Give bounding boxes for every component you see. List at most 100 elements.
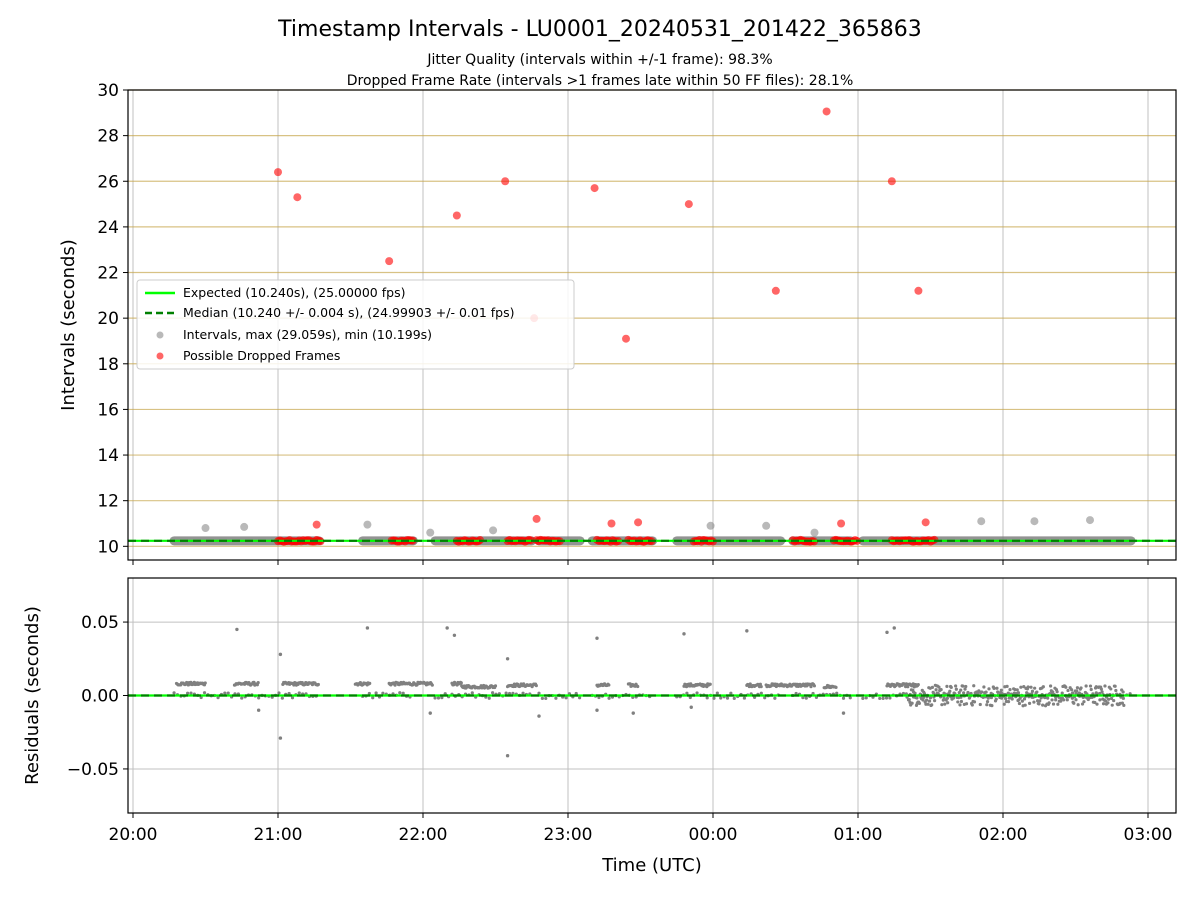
residual-point bbox=[841, 696, 846, 700]
residual-point bbox=[759, 685, 763, 689]
residual-point bbox=[564, 696, 568, 700]
residual-point bbox=[1018, 696, 1022, 700]
residual-point bbox=[521, 691, 525, 695]
residual-point bbox=[1065, 698, 1069, 702]
residual-point bbox=[1033, 686, 1037, 690]
residual-point bbox=[1071, 691, 1075, 695]
residual-point bbox=[367, 691, 371, 696]
residual-point bbox=[864, 696, 868, 700]
residual-point bbox=[278, 736, 283, 740]
dropped-frame-point bbox=[452, 211, 461, 220]
residual-point bbox=[256, 708, 261, 712]
residual-point bbox=[1093, 700, 1097, 705]
residual-point bbox=[1112, 698, 1116, 703]
interval-point bbox=[706, 521, 715, 530]
residual-point bbox=[1039, 696, 1043, 700]
residual-point bbox=[1077, 691, 1081, 696]
dropped-frame-point bbox=[887, 177, 896, 186]
residual-point bbox=[1041, 685, 1045, 689]
dropped-frame-point bbox=[590, 184, 599, 193]
residual-point bbox=[1008, 688, 1012, 692]
residual-point bbox=[470, 691, 474, 695]
interval-point bbox=[201, 524, 210, 533]
residual-point bbox=[948, 689, 952, 693]
residual-point bbox=[202, 691, 207, 695]
residual-point bbox=[368, 681, 372, 685]
residual-point bbox=[1064, 685, 1068, 689]
chart-legend: Expected (10.240s), (25.00000 fps) Media… bbox=[136, 279, 575, 370]
residual-point bbox=[540, 696, 544, 700]
residual-point bbox=[1022, 697, 1027, 701]
residual-point bbox=[1007, 696, 1011, 700]
residual-point bbox=[907, 698, 911, 702]
dropped-frame-point bbox=[921, 518, 930, 527]
y-tick-label: 30 bbox=[97, 81, 119, 101]
residual-point bbox=[1054, 698, 1058, 702]
residual-point bbox=[999, 688, 1003, 692]
residual-point bbox=[1074, 698, 1078, 702]
residual-point bbox=[1075, 689, 1079, 693]
residual-point bbox=[1104, 699, 1108, 703]
x-tick-label: 20:00 bbox=[109, 825, 158, 845]
x-axis-label: Time (UTC) bbox=[601, 855, 702, 876]
residual-point bbox=[910, 701, 914, 705]
legend-intervals-label: Intervals, max (29.059s), min (10.199s) bbox=[183, 327, 432, 342]
residual-point bbox=[758, 682, 762, 686]
y-tick-label: 22 bbox=[97, 264, 119, 284]
residual-point bbox=[1099, 687, 1103, 691]
residual-point bbox=[804, 696, 808, 700]
residual-point bbox=[695, 691, 699, 695]
residual-point bbox=[994, 697, 998, 701]
legend-dropped-label: Possible Dropped Frames bbox=[183, 348, 340, 363]
y-tick-label: 14 bbox=[97, 446, 119, 466]
residual-point bbox=[1098, 698, 1102, 702]
residual-point bbox=[732, 696, 736, 700]
residual-point bbox=[537, 691, 541, 695]
residual-point bbox=[980, 690, 984, 694]
residual-point bbox=[745, 629, 749, 633]
residuals-y-axis-label: Residuals (seconds) bbox=[22, 606, 43, 785]
chart-subtitle-jitter: Jitter Quality (intervals within +/-1 fr… bbox=[426, 52, 772, 68]
residual-point bbox=[1051, 702, 1056, 706]
residual-point bbox=[401, 691, 405, 695]
legend-dropped-swatch bbox=[156, 352, 164, 360]
residual-point bbox=[636, 684, 640, 689]
residual-point bbox=[954, 684, 958, 688]
residual-point bbox=[1020, 699, 1024, 703]
residual-point bbox=[1070, 688, 1074, 692]
residual-point bbox=[943, 702, 947, 706]
residual-point bbox=[287, 691, 291, 696]
residual-point bbox=[290, 696, 295, 700]
dropped-frame-point bbox=[501, 177, 510, 186]
residual-point bbox=[794, 691, 798, 696]
residual-point bbox=[1027, 701, 1032, 706]
residual-point bbox=[1107, 697, 1111, 701]
residual-point bbox=[1043, 696, 1047, 700]
residual-point bbox=[992, 686, 996, 691]
legend-expected-label: Expected (10.240s), (25.00000 fps) bbox=[183, 285, 405, 300]
residual-point bbox=[1022, 685, 1026, 689]
residual-point bbox=[985, 699, 990, 704]
residual-point bbox=[945, 684, 949, 688]
residual-point bbox=[759, 691, 763, 695]
residual-point bbox=[1079, 686, 1083, 690]
residual-point bbox=[445, 626, 449, 630]
dropped-frame-point bbox=[274, 168, 282, 177]
residual-point bbox=[834, 685, 838, 689]
residual-point bbox=[1025, 691, 1029, 695]
residual-point bbox=[1038, 699, 1042, 703]
residual-point bbox=[998, 695, 1002, 700]
residual-point bbox=[578, 696, 582, 700]
residuals-plot-frame bbox=[127, 577, 1177, 814]
residual-point bbox=[203, 681, 207, 685]
residual-point bbox=[841, 711, 846, 715]
residual-point bbox=[554, 696, 558, 700]
dropped-frame-point bbox=[312, 520, 321, 529]
residual-point bbox=[937, 685, 941, 689]
residual-point bbox=[631, 711, 635, 715]
residual-point bbox=[715, 691, 719, 695]
residual-point bbox=[459, 681, 463, 685]
residual-point bbox=[835, 691, 839, 695]
residual-point bbox=[1019, 685, 1023, 689]
